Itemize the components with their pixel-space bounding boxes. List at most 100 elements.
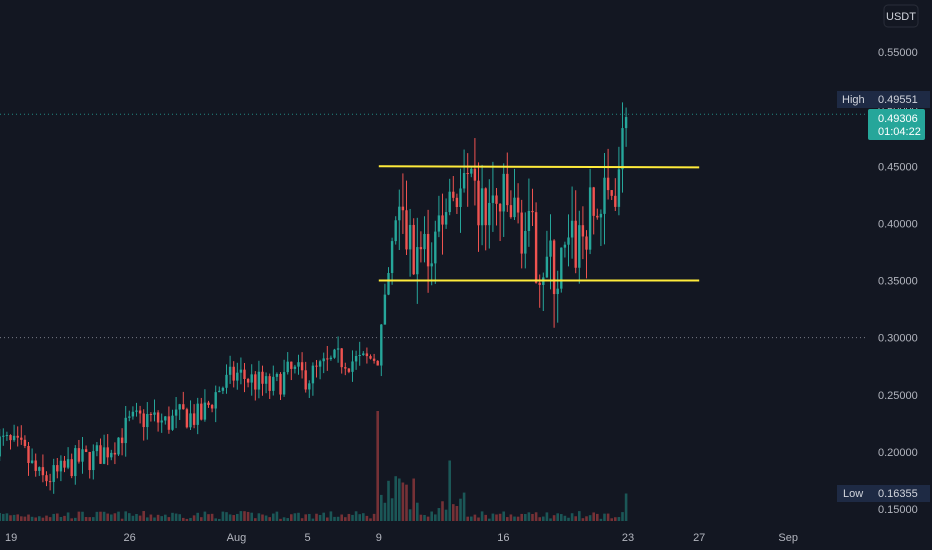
candle <box>124 406 127 457</box>
candle-body <box>509 205 513 218</box>
candle-body <box>56 465 59 472</box>
candle-body <box>484 188 487 226</box>
candle-body <box>333 349 336 358</box>
volume-bar <box>257 513 261 521</box>
candle-body <box>5 435 9 437</box>
candle <box>164 416 167 425</box>
candle <box>336 336 340 363</box>
drawn-level-line-0[interactable] <box>378 165 700 169</box>
candle-body <box>12 435 16 441</box>
candle-body <box>329 357 333 360</box>
volume-bar <box>354 511 358 521</box>
candle-body <box>365 353 369 357</box>
candle <box>264 372 268 394</box>
last-price-label: 0.49306 01:04:22 <box>868 109 925 140</box>
volume-bar <box>106 513 109 521</box>
candle <box>153 399 156 422</box>
candle-body <box>614 195 617 207</box>
candle <box>614 178 617 211</box>
candle <box>52 458 55 494</box>
drawn-levels[interactable] <box>378 165 700 282</box>
candle-body <box>527 210 531 231</box>
high-label-value: 0.49551 <box>878 94 918 106</box>
volume-bar <box>372 513 376 521</box>
volume-bar <box>16 514 19 521</box>
candle <box>268 373 271 399</box>
candle-body <box>102 447 106 464</box>
candle-body <box>585 236 588 250</box>
price-tick-label: 0.20000 <box>878 447 918 459</box>
candle <box>45 471 48 487</box>
volume-bar <box>232 515 235 521</box>
time-tick-label: 26 <box>123 532 135 544</box>
candle-body <box>308 383 311 390</box>
candle-body <box>113 452 117 455</box>
volume-bar <box>318 514 322 521</box>
candle <box>293 364 297 374</box>
candle <box>599 209 603 246</box>
candle-body <box>250 374 253 383</box>
volume-bar <box>459 498 462 521</box>
volume-bar <box>394 476 397 521</box>
volume-bar <box>408 509 412 521</box>
candle-body <box>545 256 549 278</box>
candle-body <box>369 356 372 359</box>
time-axis[interactable]: 19 26 Aug 5 9 16 23 27 Sep <box>5 532 798 544</box>
candle <box>77 439 81 464</box>
candle <box>200 397 203 421</box>
volume-bar <box>578 511 581 521</box>
volume-bar <box>254 518 257 521</box>
candle <box>401 173 405 234</box>
candle-body <box>261 371 264 384</box>
volume-bar <box>153 517 156 521</box>
volume-bar <box>542 516 545 521</box>
candle-body <box>70 459 73 477</box>
candle <box>567 214 570 267</box>
candle-body <box>99 445 102 464</box>
volume-bar <box>426 516 430 521</box>
price-tick-label: 0.30000 <box>878 333 918 345</box>
candle-body <box>171 415 174 430</box>
candle-body <box>164 416 167 421</box>
volume-bar <box>293 513 297 521</box>
volume-bar <box>387 480 390 521</box>
candlestick-series <box>0 102 628 494</box>
volume-bar <box>592 512 595 521</box>
candle <box>113 442 117 465</box>
volume-bar <box>59 516 63 521</box>
candle-body <box>2 435 5 437</box>
candle <box>74 445 77 485</box>
candle-body <box>66 459 70 468</box>
volume-bar <box>167 517 171 521</box>
candle <box>574 190 577 274</box>
currency-button[interactable]: USDT <box>883 4 919 28</box>
volume-bar <box>390 498 394 521</box>
candle <box>329 355 333 361</box>
volume-bar <box>1 513 5 521</box>
volume-bar <box>524 514 527 521</box>
volume-bar <box>9 515 12 521</box>
candle <box>63 455 66 473</box>
candle-body <box>81 449 84 462</box>
price-tick-label: 0.45000 <box>878 161 918 173</box>
candle <box>473 138 477 206</box>
candle <box>527 178 531 247</box>
volume-bar <box>477 517 480 521</box>
candle-body <box>531 210 534 213</box>
volume-bar <box>182 517 185 521</box>
candle-body <box>534 212 538 283</box>
candle <box>279 372 282 400</box>
candle-body <box>146 414 149 428</box>
candle <box>513 168 516 221</box>
volume-bar <box>48 517 52 521</box>
candle <box>128 410 131 422</box>
volume-bar <box>462 492 466 521</box>
time-tick-label: 5 <box>305 532 311 544</box>
volume-bar <box>52 513 55 521</box>
candle-body <box>401 206 405 211</box>
candle-body <box>624 117 628 129</box>
volume-bar <box>437 508 441 521</box>
candle <box>142 409 145 441</box>
candle <box>149 412 153 422</box>
